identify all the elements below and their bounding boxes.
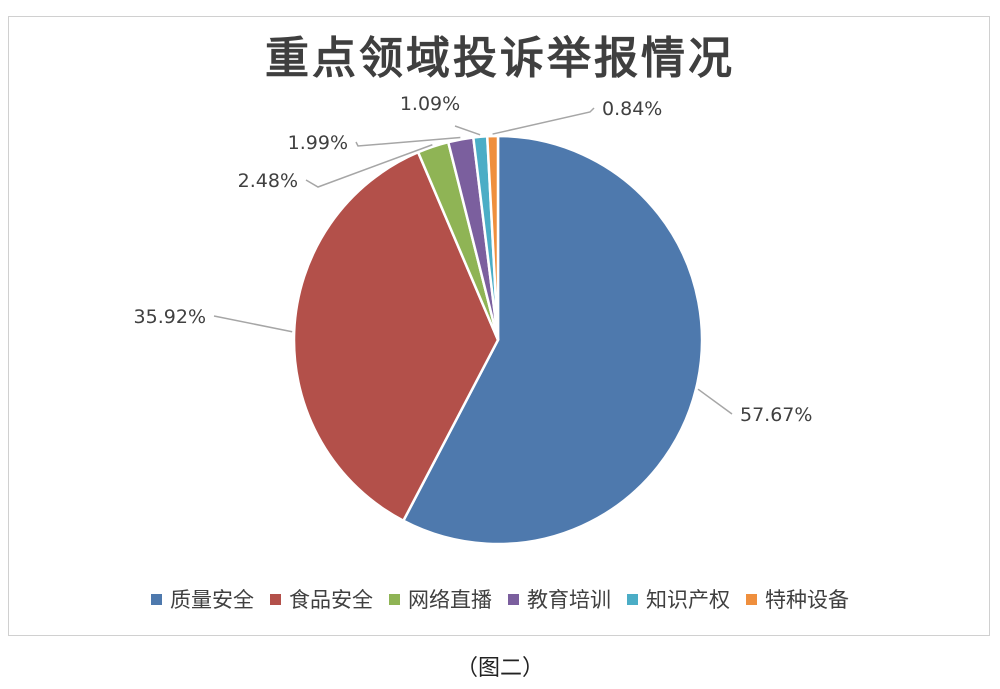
legend-swatch	[746, 593, 757, 605]
data-label-3: 2.48%	[238, 170, 298, 192]
data-label-4: 1.99%	[288, 132, 348, 154]
pie-slice-6	[485, 134, 500, 341]
legend-swatch	[389, 593, 400, 605]
legend-label: 知识产权	[646, 588, 730, 612]
legend-item-1: 质量安全	[151, 584, 254, 614]
figure-caption: （图二）	[455, 656, 544, 681]
leader-line-6	[492, 107, 595, 135]
data-label-2: 35.92%	[134, 306, 206, 328]
chart-legend: 质量安全 食品安全 网络直播 教育培训 知识产权 特种设备	[0, 584, 1000, 614]
legend-label: 网络直播	[408, 588, 492, 612]
legend-swatch	[508, 593, 519, 605]
data-label-1: 57.67%	[740, 404, 812, 426]
leader-line-4	[355, 136, 461, 147]
pie-slice-2	[292, 150, 500, 523]
data-label-5: 1.09%	[400, 93, 460, 115]
legend-item-5: 知识产权	[627, 584, 730, 614]
legend-item-4: 教育培训	[508, 584, 611, 614]
legend-label: 质量安全	[170, 588, 254, 612]
chart-frame	[8, 16, 990, 636]
legend-label: 食品安全	[289, 588, 373, 612]
pie-slice-1	[401, 134, 704, 546]
chart-title: 重点领域投诉举报情况	[265, 33, 735, 84]
leader-line-2	[213, 315, 293, 333]
legend-label: 教育培训	[527, 588, 611, 612]
legend-label: 特种设备	[765, 588, 849, 612]
leader-line-5	[454, 125, 481, 136]
legend-item-6: 特种设备	[746, 584, 849, 614]
data-label-6: 0.84%	[602, 98, 662, 120]
legend-swatch	[151, 593, 162, 605]
legend-swatch	[627, 593, 638, 605]
legend-item-3: 网络直播	[389, 584, 492, 614]
leader-line-3	[305, 144, 433, 188]
legend-item-2: 食品安全	[270, 584, 373, 614]
leader-line-1	[697, 388, 733, 415]
legend-swatch	[270, 593, 281, 605]
